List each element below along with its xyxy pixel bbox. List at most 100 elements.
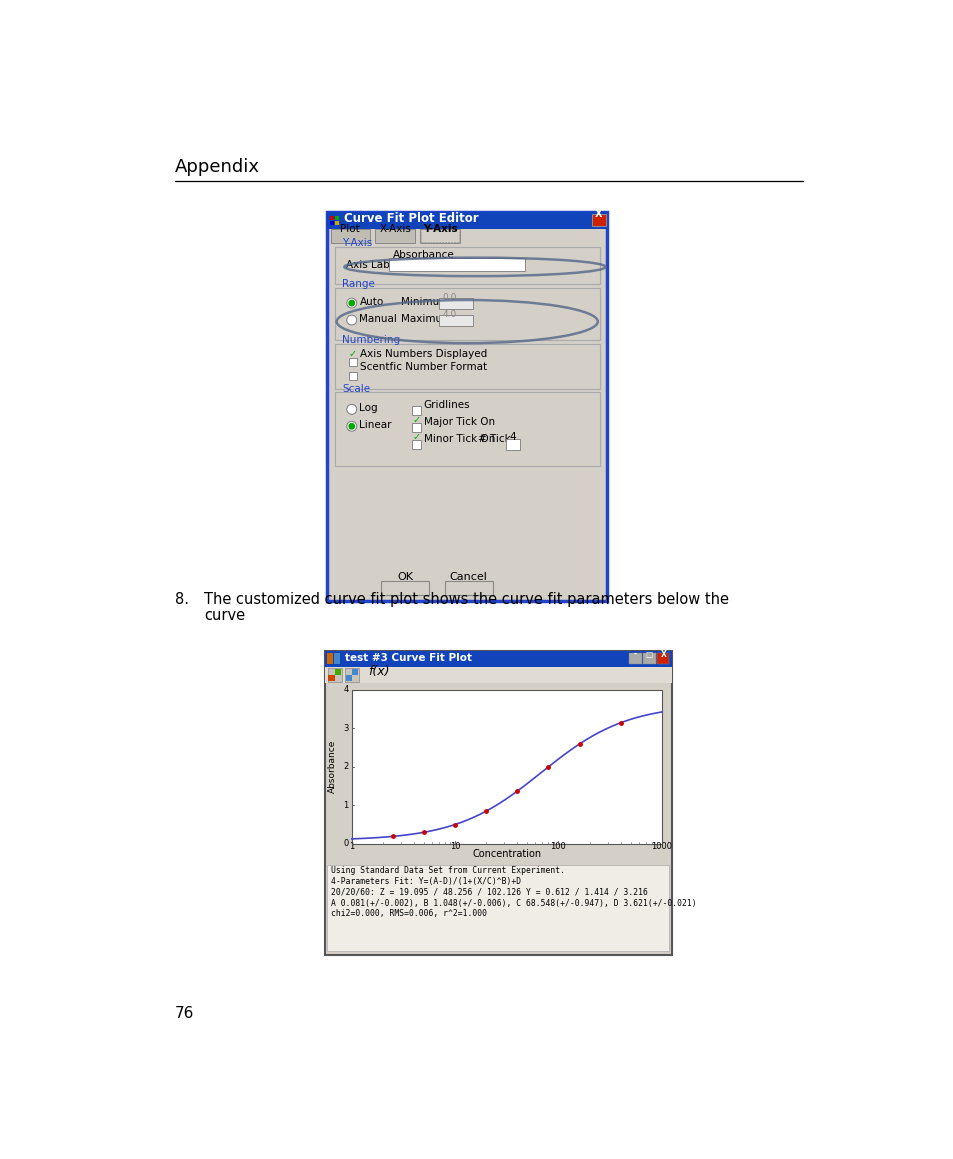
FancyBboxPatch shape bbox=[335, 247, 599, 284]
Text: 10: 10 bbox=[450, 841, 460, 851]
FancyBboxPatch shape bbox=[345, 675, 352, 681]
Text: 8.: 8. bbox=[174, 592, 189, 607]
Circle shape bbox=[346, 404, 356, 415]
Circle shape bbox=[349, 423, 355, 429]
Text: f(x): f(x) bbox=[368, 665, 389, 678]
FancyBboxPatch shape bbox=[327, 654, 333, 664]
Text: 2: 2 bbox=[343, 763, 348, 771]
FancyBboxPatch shape bbox=[328, 668, 341, 681]
Text: 3: 3 bbox=[343, 723, 348, 732]
Text: 0.0: 0.0 bbox=[442, 293, 456, 302]
FancyBboxPatch shape bbox=[412, 407, 420, 415]
Text: Auto: Auto bbox=[359, 297, 383, 307]
FancyBboxPatch shape bbox=[330, 220, 334, 225]
Text: 1: 1 bbox=[349, 841, 354, 851]
Text: Scale: Scale bbox=[342, 384, 370, 394]
FancyBboxPatch shape bbox=[419, 229, 459, 243]
Text: 1000: 1000 bbox=[651, 841, 672, 851]
Text: 76: 76 bbox=[174, 1006, 194, 1021]
Circle shape bbox=[346, 421, 356, 431]
FancyBboxPatch shape bbox=[331, 229, 369, 243]
Text: Curve Fit Plot Editor: Curve Fit Plot Editor bbox=[344, 212, 478, 225]
Text: # Tick:: # Tick: bbox=[477, 433, 514, 444]
Text: Major Tick On: Major Tick On bbox=[423, 417, 495, 427]
Text: Axis Numbers Displayed: Axis Numbers Displayed bbox=[360, 349, 487, 358]
FancyBboxPatch shape bbox=[334, 654, 340, 664]
FancyBboxPatch shape bbox=[439, 299, 473, 309]
FancyBboxPatch shape bbox=[324, 651, 671, 955]
Text: Y-Axis: Y-Axis bbox=[422, 224, 456, 234]
Text: The customized curve fit plot shows the curve fit parameters below the: The customized curve fit plot shows the … bbox=[204, 592, 729, 607]
Text: Manual: Manual bbox=[359, 314, 397, 323]
Text: -: - bbox=[633, 650, 637, 658]
Text: Maximum: Maximum bbox=[400, 314, 452, 323]
Text: Plot: Plot bbox=[340, 224, 359, 234]
FancyBboxPatch shape bbox=[389, 257, 524, 271]
FancyBboxPatch shape bbox=[642, 654, 655, 664]
Text: 100: 100 bbox=[550, 841, 566, 851]
FancyBboxPatch shape bbox=[335, 216, 338, 220]
FancyBboxPatch shape bbox=[327, 865, 669, 952]
Text: □: □ bbox=[645, 650, 652, 658]
Text: Concentration: Concentration bbox=[472, 850, 540, 859]
Text: Log: Log bbox=[359, 403, 377, 414]
FancyBboxPatch shape bbox=[327, 212, 607, 229]
Text: X: X bbox=[659, 650, 665, 658]
FancyBboxPatch shape bbox=[412, 440, 420, 449]
FancyBboxPatch shape bbox=[330, 216, 334, 220]
Text: Minor Tick On: Minor Tick On bbox=[423, 433, 495, 444]
FancyBboxPatch shape bbox=[444, 581, 493, 595]
Text: 4-Parameters Fit: Y=(A-D)/(1+(X/C)^B)+D: 4-Parameters Fit: Y=(A-D)/(1+(X/C)^B)+D bbox=[331, 877, 520, 885]
Text: A 0.081(+/-0.002), B 1.048(+/-0.006), C 68.548(+/-0.947), D 3.621(+/-0.021): A 0.081(+/-0.002), B 1.048(+/-0.006), C … bbox=[331, 898, 696, 907]
FancyBboxPatch shape bbox=[352, 669, 357, 675]
Text: Using Standard Data Set from Current Experiment.: Using Standard Data Set from Current Exp… bbox=[331, 866, 564, 875]
FancyBboxPatch shape bbox=[629, 654, 641, 664]
FancyBboxPatch shape bbox=[657, 654, 669, 664]
Text: ✓: ✓ bbox=[412, 415, 420, 424]
FancyBboxPatch shape bbox=[439, 315, 473, 326]
Text: Appendix: Appendix bbox=[174, 158, 260, 176]
FancyBboxPatch shape bbox=[335, 287, 599, 340]
Text: ✓: ✓ bbox=[412, 431, 420, 442]
Text: Cancel: Cancel bbox=[450, 571, 487, 582]
Text: Absorbance: Absorbance bbox=[393, 250, 454, 260]
Text: Gridlines: Gridlines bbox=[423, 400, 470, 410]
Text: 0: 0 bbox=[343, 839, 348, 848]
Text: 4.0: 4.0 bbox=[442, 311, 456, 319]
FancyBboxPatch shape bbox=[352, 690, 661, 844]
Circle shape bbox=[346, 298, 356, 308]
FancyBboxPatch shape bbox=[412, 423, 420, 431]
FancyBboxPatch shape bbox=[381, 581, 429, 595]
FancyBboxPatch shape bbox=[324, 651, 671, 666]
Text: Range: Range bbox=[342, 279, 375, 290]
Text: 4: 4 bbox=[343, 685, 348, 694]
FancyBboxPatch shape bbox=[335, 220, 338, 225]
FancyBboxPatch shape bbox=[335, 669, 340, 675]
Circle shape bbox=[349, 300, 355, 306]
Circle shape bbox=[346, 315, 356, 325]
Text: Minimum: Minimum bbox=[400, 297, 449, 307]
FancyBboxPatch shape bbox=[375, 229, 415, 243]
Text: 4: 4 bbox=[509, 432, 516, 443]
Text: chi2=0.000, RMS=0.006, r^2=1.000: chi2=0.000, RMS=0.006, r^2=1.000 bbox=[331, 910, 486, 918]
Text: OK: OK bbox=[396, 571, 413, 582]
Text: 1: 1 bbox=[343, 801, 348, 810]
FancyBboxPatch shape bbox=[505, 439, 519, 450]
FancyBboxPatch shape bbox=[592, 213, 605, 226]
FancyBboxPatch shape bbox=[327, 212, 607, 602]
FancyBboxPatch shape bbox=[335, 393, 599, 466]
Text: curve: curve bbox=[204, 607, 245, 622]
Text: X: X bbox=[595, 209, 602, 219]
Text: Axis Lable:: Axis Lable: bbox=[346, 260, 403, 270]
Text: Absorbance: Absorbance bbox=[328, 739, 336, 793]
Text: Scentfic Number Format: Scentfic Number Format bbox=[360, 363, 487, 372]
Text: X-Axis: X-Axis bbox=[378, 224, 411, 234]
Text: test #3 Curve Fit Plot: test #3 Curve Fit Plot bbox=[344, 653, 472, 663]
Text: ✓: ✓ bbox=[349, 349, 356, 358]
Text: 20/20/60: Z = 19.095 / 48.256 / 102.126 Y = 0.612 / 1.414 / 3.216: 20/20/60: Z = 19.095 / 48.256 / 102.126 … bbox=[331, 888, 647, 897]
Text: Linear: Linear bbox=[359, 421, 392, 430]
Text: Numbering: Numbering bbox=[342, 335, 400, 345]
FancyBboxPatch shape bbox=[328, 675, 335, 681]
FancyBboxPatch shape bbox=[344, 668, 358, 681]
FancyBboxPatch shape bbox=[324, 666, 671, 684]
